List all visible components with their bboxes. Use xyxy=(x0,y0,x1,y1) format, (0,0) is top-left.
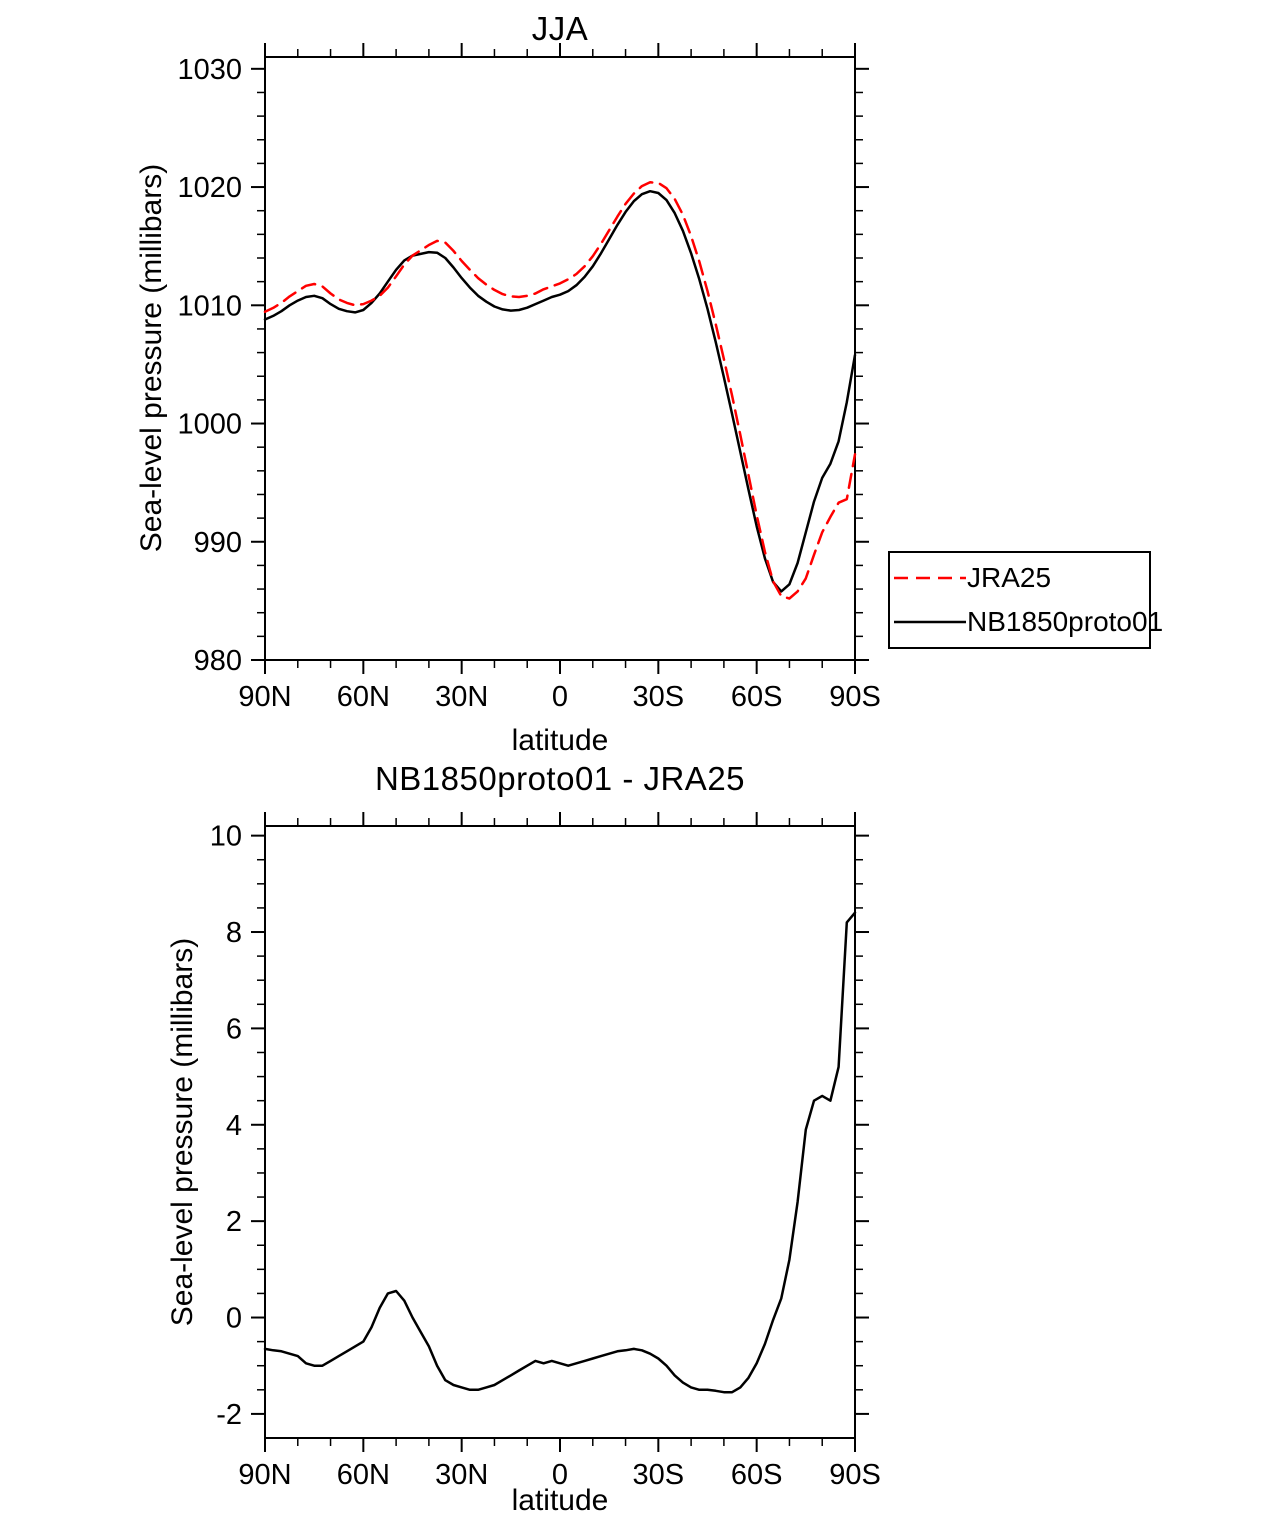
svg-text:60N: 60N xyxy=(337,1459,390,1491)
bottom-chart-title: NB1850proto01 - JRA25 xyxy=(374,760,746,797)
svg-text:990: 990 xyxy=(194,527,242,559)
legend-label-jra25: JRA25 xyxy=(967,561,1052,593)
legend-item-nb1850proto01: NB1850proto01 xyxy=(890,602,1163,642)
legend: JRA25 NB1850proto01 xyxy=(888,551,1163,649)
series-line-nb1850proto01-jra25 xyxy=(263,911,857,1394)
x-tick-labels: 90N 60N 30N 0 30S 60S 90S xyxy=(238,1459,880,1491)
svg-text:30S: 30S xyxy=(633,681,685,713)
svg-text:30N: 30N xyxy=(435,681,488,713)
legend-label-nb1850proto01: NB1850proto01 xyxy=(967,606,1164,638)
svg-text:1030: 1030 xyxy=(177,54,242,86)
bottom-chart-xlabel: latitude xyxy=(511,1484,609,1517)
svg-text:4: 4 xyxy=(226,1110,242,1142)
tick-marks xyxy=(251,43,869,674)
svg-text:6: 6 xyxy=(226,1013,242,1045)
svg-text:60S: 60S xyxy=(731,1459,783,1491)
plot-frame xyxy=(264,56,856,661)
legend-item-jra25: JRA25 xyxy=(890,558,1149,598)
svg-text:0: 0 xyxy=(552,681,568,713)
svg-text:60S: 60S xyxy=(731,681,783,713)
tick-marks xyxy=(251,812,869,1452)
svg-text:30S: 30S xyxy=(633,1459,685,1491)
svg-text:60N: 60N xyxy=(337,681,390,713)
svg-text:90S: 90S xyxy=(829,1459,881,1491)
top-chart-xlabel: latitude xyxy=(511,724,609,757)
bottom-chart-ylabel: Sea-level pressure (millibars) xyxy=(166,937,199,1327)
svg-text:1000: 1000 xyxy=(177,409,242,441)
series-line-nb1850proto01 xyxy=(263,189,857,593)
chart-area-0: 90N 60N 30N 0 30S 60S 90S 980 990 1000 1010 1020 103… xyxy=(177,43,881,713)
svg-text:90N: 90N xyxy=(238,681,291,713)
svg-text:1010: 1010 xyxy=(177,290,242,322)
legend-line-nb1850proto01-icon xyxy=(894,621,966,624)
top-chart-title: JJA xyxy=(531,10,589,47)
svg-text:980: 980 xyxy=(194,645,242,677)
legend-line-jra25-icon xyxy=(894,576,966,579)
top-chart-ylabel: Sea-level pressure (millibars) xyxy=(135,163,168,553)
y-tick-labels: 980 990 1000 1010 1020 1030 xyxy=(177,54,242,677)
svg-text:2: 2 xyxy=(226,1206,242,1238)
svg-text:90N: 90N xyxy=(238,1459,291,1491)
y-tick-labels: -2 0 2 4 6 8 10 xyxy=(210,821,242,1431)
svg-text:30N: 30N xyxy=(435,1459,488,1491)
svg-text:-2: -2 xyxy=(216,1399,242,1431)
series-line-jra25 xyxy=(263,181,857,600)
svg-text:0: 0 xyxy=(226,1303,242,1335)
svg-text:10: 10 xyxy=(210,821,242,853)
x-tick-labels: 90N 60N 30N 0 30S 60S 90S xyxy=(238,681,880,713)
svg-text:8: 8 xyxy=(226,917,242,949)
svg-text:90S: 90S xyxy=(829,681,881,713)
chart-area-1: 90N 60N 30N 0 30S 60S 90S -2 0 2 4 6 8 10 xyxy=(210,812,881,1491)
svg-text:1020: 1020 xyxy=(177,172,242,204)
svg-text:0: 0 xyxy=(552,1459,568,1491)
